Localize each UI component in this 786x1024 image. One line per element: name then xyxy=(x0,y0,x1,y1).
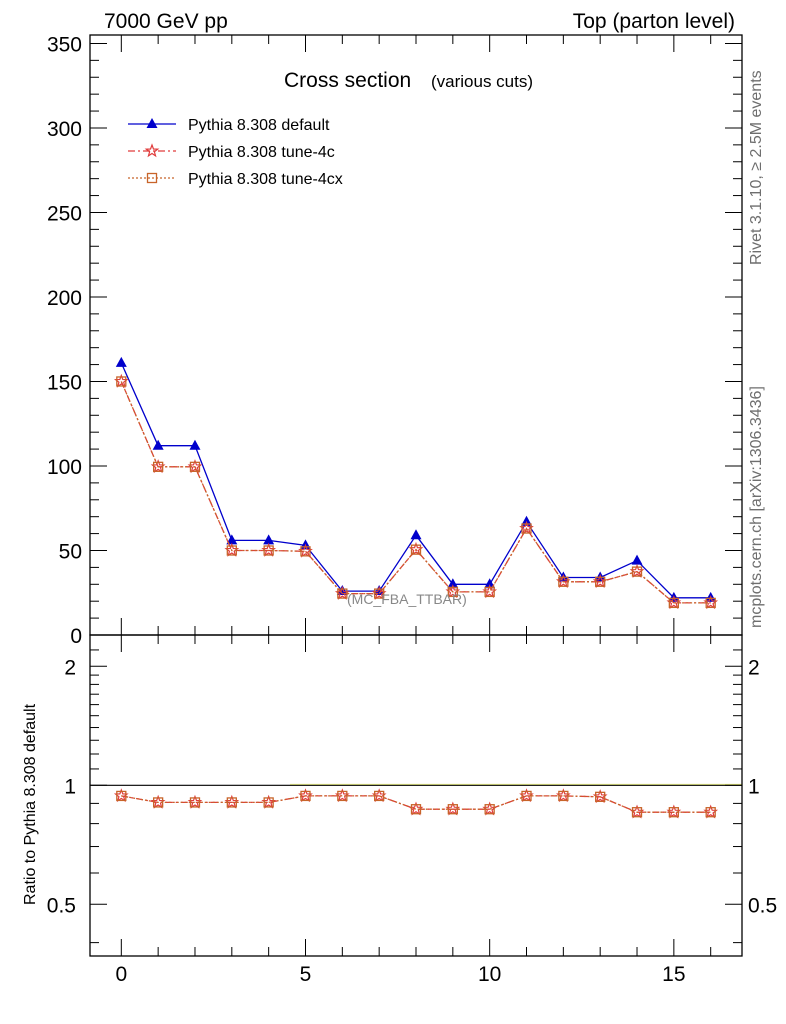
y-tick-label: 200 xyxy=(47,287,82,310)
ratio-tune-4cx-point xyxy=(226,797,237,808)
main-panel: 0 50 100 150 200 250 300 350 Cross section (var… xyxy=(47,33,743,648)
series-tune-4cx-point xyxy=(374,588,385,599)
ratio-tune-4cx-point xyxy=(189,797,201,808)
series-default-point xyxy=(263,534,275,545)
ratio-tune-4cx-point xyxy=(116,790,127,802)
ratio-tune-4cx-point xyxy=(447,804,458,815)
y-tick-label: 50 xyxy=(59,540,82,563)
series-default-point xyxy=(631,554,643,565)
series-tune-4cx-point xyxy=(152,461,164,472)
series-tune-4cx-point xyxy=(189,461,201,472)
series-tune-4cx-point xyxy=(705,597,716,609)
ratio-ylabel: Ratio to Pythia 8.308 default xyxy=(22,703,39,905)
analysis-annotation: (MC_FBA_TTBAR) xyxy=(347,591,467,607)
series-default-point xyxy=(484,578,496,589)
series-tune-4cx-point xyxy=(263,545,274,556)
series-tune-4cx-line xyxy=(120,381,711,604)
ratio-tune-4cx-point xyxy=(410,804,422,815)
main-series-group xyxy=(113,356,719,610)
legend-marker xyxy=(146,172,158,184)
series-default-point xyxy=(152,439,164,450)
legend-label: Pythia 8.308 tune-4c xyxy=(188,144,335,161)
ratio-panel: 0.5 0.5 1 1 2 2 0 5 10 15 Ratio to Pythia 8.308 d… xyxy=(22,634,777,986)
ratio-y-tick-label-right: 1 xyxy=(748,775,760,798)
ratio-y-tick-label: 1 xyxy=(64,775,76,798)
legend: Pythia 8.308 default Pythia 8.308 tune-4c… xyxy=(128,117,343,188)
main-title: Cross section xyxy=(284,69,411,92)
series-default-point xyxy=(115,356,127,367)
ratio-frame xyxy=(89,634,743,957)
legend-marker xyxy=(146,118,158,128)
rivet-label: Rivet 3.1.10, ≥ 2.5M events xyxy=(748,70,765,265)
ratio-axis-ticks: 0.5 0.5 1 1 2 2 0 5 10 15 xyxy=(47,635,777,986)
x-tick-label: 10 xyxy=(478,963,501,986)
ratio-series-group xyxy=(90,783,742,819)
ratio-y-tick-label-right: 0.5 xyxy=(748,894,777,917)
ratio-y-tick-label: 2 xyxy=(64,656,76,679)
y-tick-label: 100 xyxy=(47,456,82,479)
series-default-point xyxy=(373,585,385,596)
series-tune-4cx-point xyxy=(595,576,606,587)
ratio-tune-4cx-point xyxy=(337,790,348,802)
y-tick-label: 300 xyxy=(47,118,82,141)
main-subtitle: (various cuts) xyxy=(431,72,533,91)
ratio-tune-4cx-point xyxy=(705,807,716,818)
ratio-tune-4cx-point xyxy=(521,790,532,802)
ratio-tune-4cx-point xyxy=(484,804,495,815)
header-right: Top (parton level) xyxy=(573,10,735,33)
series-default-point xyxy=(410,529,422,540)
ratio-tune-4cx-point xyxy=(152,797,164,808)
series-default-point xyxy=(447,578,459,589)
series-default-line xyxy=(120,362,711,599)
ratio-tune-4cx-point xyxy=(595,791,606,802)
legend-label: Pythia 8.308 tune-4cx xyxy=(188,171,343,188)
ratio-tune-4cx-point xyxy=(631,807,643,818)
legend-label: Pythia 8.308 default xyxy=(188,117,330,134)
mcplots-label: mcplots.cern.ch [arXiv:1306.3436] xyxy=(748,386,765,628)
series-tune-4cx-point xyxy=(410,544,422,555)
y-tick-label: 250 xyxy=(47,202,82,225)
y-tick-label: 150 xyxy=(47,371,82,394)
series-tune-4cx-point xyxy=(116,376,127,387)
series-tune-4cx-point xyxy=(484,586,495,598)
ratio-tune-4cx-point xyxy=(668,807,680,818)
x-tick-label: 0 xyxy=(115,963,127,986)
y-tick-label: 0 xyxy=(70,625,82,648)
ratio-tune-4cx-point xyxy=(263,797,274,808)
legend-marker xyxy=(144,143,160,158)
series-tune-4cx-point xyxy=(558,576,569,587)
ratio-y-tick-label-right: 2 xyxy=(748,656,760,679)
series-tune-4cx-point xyxy=(668,597,680,609)
series-tune-4cx-point xyxy=(447,586,458,598)
series-default-point xyxy=(189,439,201,450)
ratio-y-tick-label: 0.5 xyxy=(47,894,76,917)
ratio-tune-4c-line xyxy=(121,795,711,813)
y-tick-label: 350 xyxy=(47,33,82,56)
series-tune-4cx-point xyxy=(300,546,311,557)
ratio-tune-4cx-point xyxy=(300,790,311,802)
header-left: 7000 GeV pp xyxy=(104,10,228,33)
series-default-point xyxy=(521,515,533,526)
series-tune-4c-line xyxy=(120,381,711,604)
ratio-tune-4cx-point xyxy=(374,790,385,802)
main-axis-ticks: 0 50 100 150 200 250 300 350 xyxy=(47,33,742,648)
series-default-point xyxy=(336,585,348,596)
series-tune-4cx-point xyxy=(226,545,237,556)
ratio-tune-4cx-point xyxy=(558,790,569,802)
series-tune-4cx-point xyxy=(631,566,643,577)
x-tick-label: 5 xyxy=(300,963,312,986)
series-tune-4cx-point xyxy=(337,588,348,599)
series-tune-4cx-point xyxy=(521,523,532,534)
x-tick-label: 15 xyxy=(662,963,685,986)
series-default-point xyxy=(226,534,238,545)
